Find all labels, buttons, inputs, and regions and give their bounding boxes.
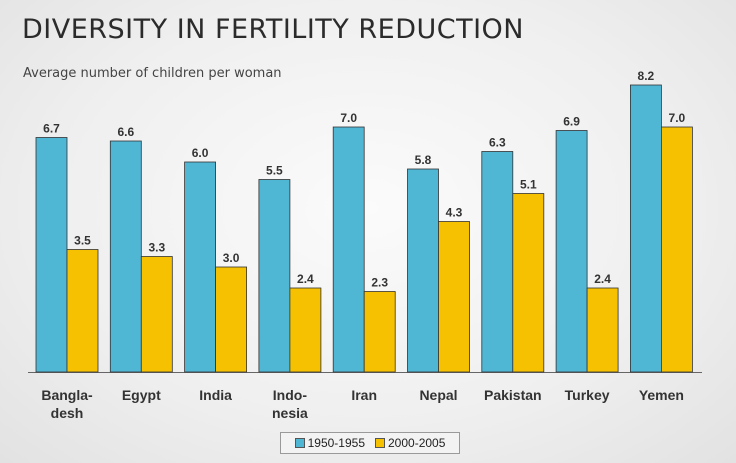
bar-pakistan-2000-2005: [512, 193, 545, 373]
data-label-iran-2000-2005: 2.3: [371, 276, 388, 290]
bar-yemen-1950-1955: [630, 84, 662, 373]
bar-nepal-1950-1955: [407, 168, 439, 373]
chart-subtitle: Average number of children per woman: [23, 66, 282, 81]
data-label-pakistan-1950-1955: 6.3: [489, 136, 506, 150]
data-label-egypt-2000-2005: 3.3: [148, 241, 165, 255]
bar-indonesia-2000-2005: [289, 287, 322, 373]
data-label-indonesia-2000-2005: 2.4: [297, 272, 314, 286]
category-label-egypt: Egypt: [122, 387, 161, 403]
legend-swatch-2000-2005: [375, 438, 385, 448]
legend-label-2000-2005: 2000-2005: [388, 436, 446, 450]
data-label-turkey-1950-1955: 6.9: [563, 115, 580, 129]
data-label-nepal-1950-1955: 5.8: [415, 153, 432, 167]
data-label-nepal-2000-2005: 4.3: [446, 206, 463, 220]
bar-pakistan-1950-1955: [481, 151, 514, 373]
category-label-indonesia: Indo-nesia: [272, 387, 308, 421]
legend-label-1950-1955: 1950-1955: [307, 436, 365, 450]
data-label-turkey-2000-2005: 2.4: [594, 272, 611, 286]
data-label-pakistan-2000-2005: 5.1: [520, 178, 537, 192]
data-label-india-2000-2005: 3.0: [223, 251, 240, 265]
slide-title: DIVERSITY IN FERTILITY REDUCTION: [22, 14, 524, 45]
category-label-yemen: Yemen: [639, 387, 684, 403]
data-label-india-1950-1955: 6.0: [192, 146, 209, 160]
bar-yemen-2000-2005: [661, 126, 693, 373]
category-label-pakistan: Pakistan: [484, 387, 542, 403]
data-label-bangladesh-1950-1955: 6.7: [43, 122, 60, 136]
bar-egypt-1950-1955: [109, 140, 142, 373]
bar-india-2000-2005: [215, 266, 248, 373]
legend-swatch-1950-1955: [294, 438, 305, 448]
data-label-indonesia-1950-1955: 5.5: [266, 164, 283, 178]
data-label-iran-1950-1955: 7.0: [340, 111, 357, 125]
legend-item-2000-2005: 2000-2005: [375, 436, 445, 450]
data-label-egypt-1950-1955: 6.6: [117, 125, 134, 139]
legend-item-1950-1955: 1950-1955: [294, 436, 365, 450]
category-label-iran: Iran: [351, 387, 377, 403]
bar-bangladesh-1950-1955: [35, 137, 68, 373]
bar-turkey-2000-2005: [586, 287, 619, 373]
bar-iran-1950-1955: [332, 126, 365, 373]
category-label-turkey: Turkey: [565, 387, 610, 403]
bar-nepal-2000-2005: [438, 221, 470, 373]
category-label-nepal: Nepal: [419, 387, 457, 403]
data-label-yemen-2000-2005: 7.0: [669, 111, 686, 125]
bar-egypt-2000-2005: [140, 256, 173, 373]
category-label-india: India: [199, 387, 232, 403]
bar-indonesia-1950-1955: [258, 179, 291, 373]
category-label-bangladesh: Bangla-desh: [41, 387, 93, 421]
bar-bangladesh-2000-2005: [66, 249, 99, 373]
data-label-bangladesh-2000-2005: 3.5: [74, 234, 91, 248]
bar-india-1950-1955: [184, 161, 217, 373]
data-label-yemen-1950-1955: 8.2: [638, 69, 655, 83]
bar-turkey-1950-1955: [555, 130, 588, 373]
bar-iran-2000-2005: [363, 291, 396, 373]
chart-legend: 1950-1955 2000-2005: [280, 432, 460, 454]
